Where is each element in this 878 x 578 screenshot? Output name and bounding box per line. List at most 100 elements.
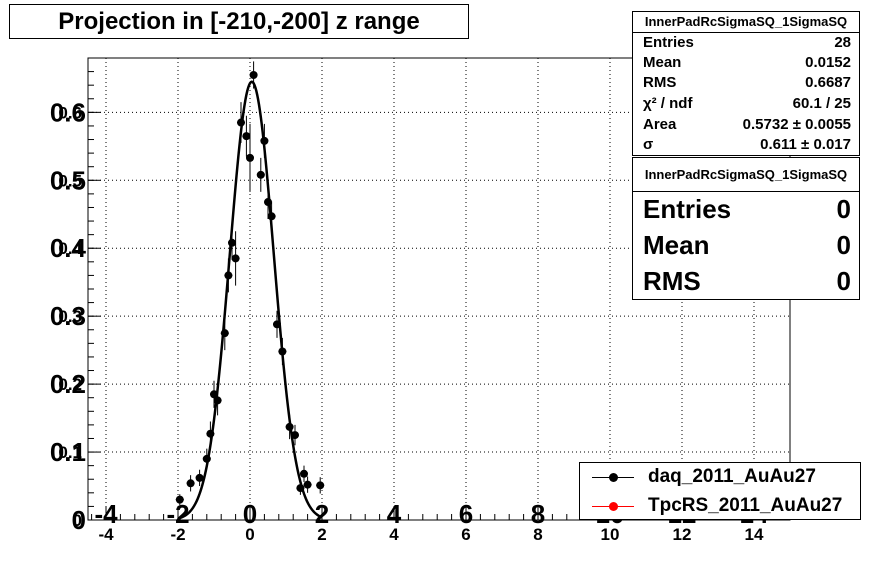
- data-point: [175, 494, 184, 506]
- data-point: [186, 475, 195, 492]
- point-marker: [264, 198, 272, 207]
- data-point: [228, 225, 236, 260]
- stat-value: 60.1 / 25: [792, 95, 851, 112]
- data-point: [213, 385, 222, 416]
- overlay-x-tick-label: 4: [387, 499, 402, 529]
- data-point: [195, 469, 204, 487]
- overlay-y-tick-label: 0.6: [50, 97, 86, 127]
- overlay-x-tick-label: 8: [531, 499, 545, 529]
- stat-value: 0.5732 ± 0.0055: [742, 116, 851, 133]
- point-marker: [242, 132, 251, 141]
- overlay-y-tick-label: 0.5: [50, 165, 86, 195]
- stat-key: RMS: [643, 266, 701, 296]
- legend-marker: [609, 473, 618, 482]
- stat-row-entries: Entries 0: [643, 194, 851, 228]
- point-marker: [291, 431, 299, 440]
- x-tick-label: 2: [317, 525, 326, 544]
- stat-value: 0.611 ± 0.017: [760, 136, 851, 153]
- y-tick-label: 0.1: [58, 443, 82, 462]
- stat-row-mean: Mean 0: [643, 230, 851, 264]
- legend-item-daq: daq_2011_AuAu27: [580, 463, 860, 492]
- point-marker: [303, 480, 312, 489]
- stats-box-fit: InnerPadRcSigmaSQ_1SigmaSQ Entries 28 Me…: [632, 11, 860, 156]
- point-marker: [224, 271, 233, 280]
- stat-key: Mean: [643, 54, 682, 71]
- point-marker: [195, 473, 204, 482]
- point-marker: [260, 136, 269, 145]
- chart-title-box: Projection in [-210,-200] z range: [9, 4, 469, 39]
- point-marker: [249, 70, 258, 79]
- point-marker: [256, 170, 265, 179]
- data-point: [316, 477, 325, 494]
- overlay-x-tick-label: 2: [315, 499, 329, 529]
- y-tick-label: 0.5: [58, 171, 82, 190]
- x-tick-label: 12: [673, 525, 692, 544]
- x-tick-label: -4: [98, 525, 114, 544]
- stat-value: 0: [836, 194, 851, 224]
- point-marker: [246, 153, 254, 162]
- stat-key: RMS: [643, 74, 677, 91]
- data-points: [175, 61, 325, 506]
- stat-row-rms: RMS 0.6687: [643, 74, 851, 94]
- overlay-x-tick-label: -2: [166, 499, 189, 529]
- overlay-y-tick-label: 0.3: [50, 301, 86, 331]
- stat-row-area: Area 0.5732 ± 0.0055: [643, 116, 851, 136]
- data-point: [267, 201, 276, 232]
- data-point: [260, 123, 269, 158]
- y-tick-label: 0.3: [58, 307, 82, 326]
- data-point: [249, 61, 258, 89]
- point-marker: [206, 429, 215, 438]
- legend-label: daq_2011_AuAu27: [648, 466, 816, 487]
- stat-key: χ² / ndf: [643, 95, 693, 112]
- data-point: [291, 424, 299, 446]
- y-tick-label: 0.6: [58, 103, 82, 122]
- point-marker: [231, 254, 240, 263]
- point-marker: [213, 396, 222, 405]
- legend-label: TpcRS_2011_AuAu27: [648, 495, 843, 516]
- stat-key: Entries: [643, 34, 694, 51]
- stat-row-mean: Mean 0.0152: [643, 54, 851, 74]
- point-marker: [202, 454, 211, 463]
- point-marker: [175, 495, 184, 504]
- stat-key: Area: [643, 116, 677, 133]
- legend-item-tpcrs: TpcRS_2011_AuAu27: [580, 492, 860, 521]
- data-point: [210, 380, 218, 408]
- point-marker: [210, 390, 218, 399]
- point-marker: [267, 212, 276, 221]
- stat-value: 28: [834, 34, 851, 51]
- data-point: [224, 258, 233, 293]
- overlay-y-tick-label: 0: [72, 505, 86, 535]
- y-tick-label: 0.4: [58, 239, 82, 258]
- point-marker: [285, 422, 294, 431]
- x-tick-label: 6: [461, 525, 470, 544]
- point-marker: [300, 469, 308, 478]
- stat-row-rms: RMS 0: [643, 266, 851, 300]
- legend: daq_2011_AuAu27 TpcRS_2011_AuAu27: [579, 462, 861, 520]
- data-point: [300, 465, 308, 482]
- y-tick-label: 0: [73, 511, 82, 530]
- stats-box-empty: InnerPadRcSigmaSQ_1SigmaSQ Entries 0 Mea…: [632, 157, 860, 300]
- data-point: [264, 185, 272, 220]
- data-point: [220, 316, 229, 351]
- stat-value: 0: [836, 266, 851, 296]
- point-marker: [220, 329, 229, 338]
- point-marker: [237, 118, 245, 127]
- point-marker: [228, 238, 236, 247]
- stat-row-sigma: σ 0.611 ± 0.017: [643, 136, 851, 156]
- point-marker: [296, 484, 305, 493]
- data-point: [237, 102, 245, 143]
- legend-marker: [609, 502, 618, 511]
- axis-tick-labels: -4 -2 0 2 4 6 8 10 12 14 0 0.1 0.2 0.3 0.4 0.5 0.6: [58, 103, 764, 544]
- data-point: [242, 115, 251, 157]
- data-point: [273, 310, 281, 338]
- data-point: [278, 337, 287, 366]
- overlay-y-tick-label: 0.4: [50, 233, 87, 263]
- point-marker: [278, 347, 287, 356]
- x-tick-label: 0: [245, 525, 254, 544]
- y-tick-label: 0.2: [58, 375, 82, 394]
- overlay-x-tick-label: 6: [459, 499, 473, 529]
- data-point: [231, 231, 240, 286]
- x-tick-label: 4: [389, 525, 399, 544]
- overlay-x-tick-label: -4: [94, 499, 118, 529]
- stat-value: 0: [836, 230, 851, 260]
